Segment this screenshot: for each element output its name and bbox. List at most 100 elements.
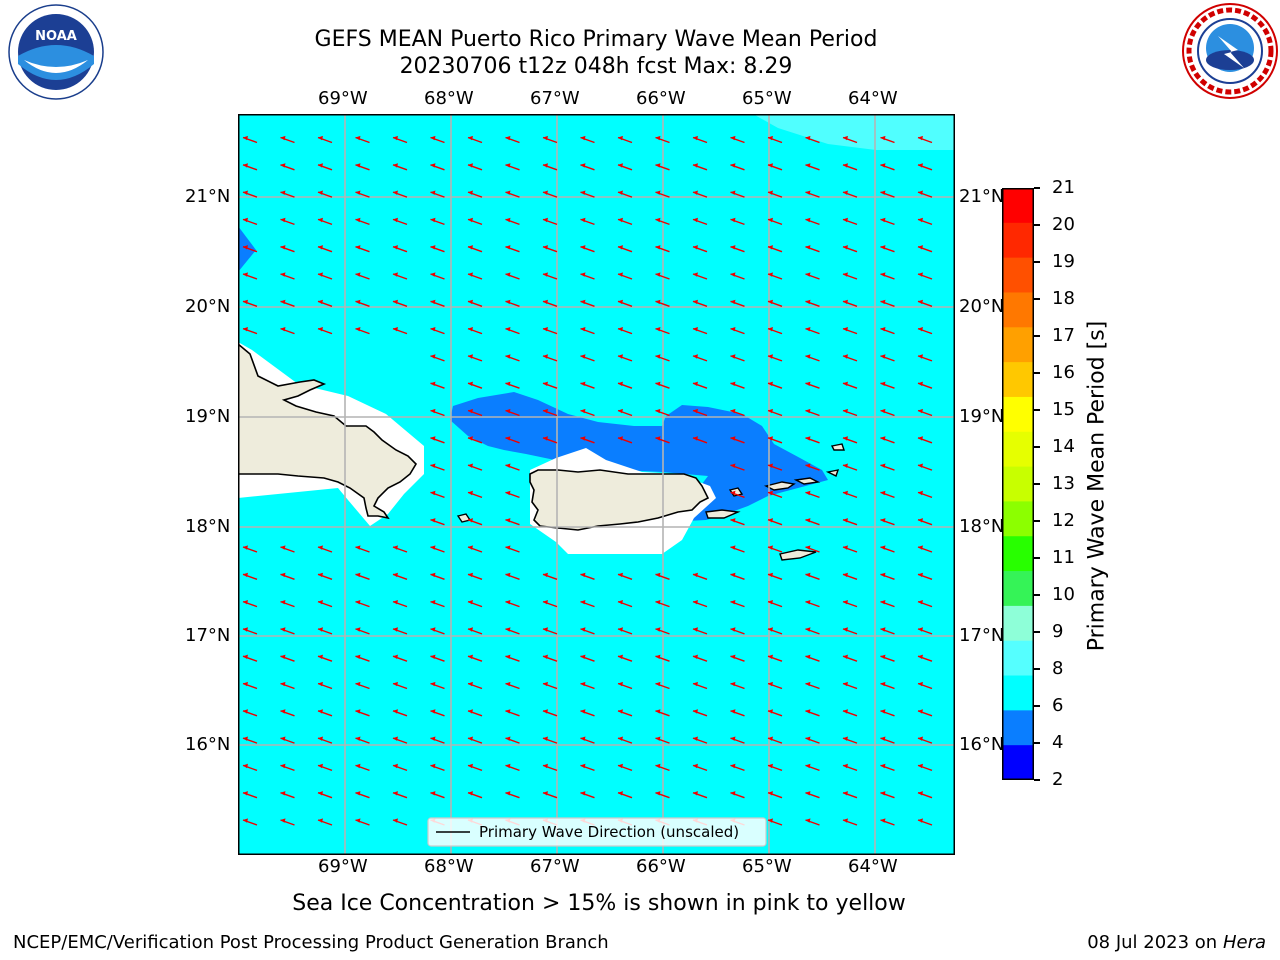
- wave-direction-arrow: [580, 627, 595, 635]
- wave-direction-arrow: [655, 627, 670, 635]
- wave-direction-arrow: [917, 135, 933, 144]
- wave-direction-arrow: [842, 354, 858, 362]
- wave-direction-arrow: [467, 791, 483, 799]
- wave-direction-arrow: [580, 709, 595, 717]
- colorbar-segment: [1002, 536, 1034, 572]
- wave-direction-arrow: [880, 135, 895, 144]
- wave-direction-arrow: [392, 245, 408, 253]
- wave-direction-arrow: [617, 736, 633, 744]
- colorbar-tick-mark: [1034, 705, 1040, 707]
- wave-direction-arrow: [767, 245, 783, 253]
- wave-direction-arrow: [317, 545, 333, 553]
- footer-machine: Hera: [1222, 932, 1266, 953]
- wave-direction-arrow: [280, 217, 295, 226]
- wave-direction-arrow: [655, 354, 670, 362]
- wave-direction-arrow: [917, 736, 933, 744]
- wave-direction-arrow: [655, 572, 670, 580]
- wave-direction-arrow: [655, 327, 670, 335]
- lat-label-right: 18°N: [959, 516, 1005, 537]
- wave-direction-arrow: [505, 354, 520, 362]
- lat-label-left: 21°N: [185, 186, 231, 207]
- wave-direction-arrow: [467, 518, 483, 526]
- wave-direction-arrow: [805, 627, 820, 635]
- wave-direction-arrow: [242, 791, 258, 799]
- wave-period-map: Primary Wave Direction (unscaled): [237, 114, 955, 855]
- wave-direction-arrow: [280, 791, 295, 799]
- wave-direction-arrow: [242, 272, 258, 280]
- colorbar-tick-label: 14: [1052, 436, 1075, 457]
- colorbar-segment: [1002, 501, 1034, 537]
- wave-direction-arrow: [880, 327, 895, 335]
- wave-direction-arrow: [730, 436, 745, 444]
- wave-direction-arrow: [767, 135, 783, 144]
- wave-direction-arrow: [467, 245, 483, 253]
- wave-direction-arrow: [355, 627, 370, 635]
- colorbar-segment: [1002, 466, 1034, 502]
- wave-direction-arrow: [280, 818, 295, 826]
- wave-direction-arrow: [842, 572, 858, 580]
- wave-direction-arrow: [655, 654, 670, 662]
- colorbar-tick-mark: [1034, 631, 1040, 633]
- lat-label-right: 17°N: [959, 625, 1005, 646]
- wave-direction-arrow: [467, 135, 483, 144]
- wave-direction-arrow: [317, 135, 333, 144]
- colorbar-ticks: 21 20 19 18 17 16 15 14 13 12 11 10 9 8 6 4 2: [1034, 178, 1094, 790]
- wave-direction-arrow: [542, 299, 558, 307]
- wave-direction-arrow: [805, 135, 820, 144]
- graticule: [238, 114, 955, 855]
- land-st-thomas: [763, 481, 796, 491]
- wave-direction-arrow: [242, 709, 258, 717]
- colorbar-tick-mark: [1034, 224, 1040, 226]
- wave-direction-arrow: [505, 572, 520, 580]
- wave-direction-arrow: [655, 190, 670, 198]
- wave-direction-arrow: [242, 627, 258, 635]
- wave-direction-arrow: [317, 272, 333, 280]
- wave-direction-arrow: [542, 272, 558, 280]
- wave-direction-arrow: [355, 135, 370, 144]
- wave-direction-arrow: [805, 327, 820, 335]
- wave-direction-arrow: [917, 381, 933, 389]
- wave-direction-arrow: [580, 299, 595, 307]
- wave-direction-arrow: [317, 245, 333, 253]
- wave-direction-arrow: [392, 327, 408, 335]
- colorbar-tick-mark: [1034, 187, 1040, 189]
- wave-direction-arrow: [767, 299, 783, 307]
- wave-direction-arrow: [692, 163, 708, 171]
- wave-direction-arrow: [880, 627, 895, 635]
- wave-direction-arrow: [355, 572, 370, 580]
- wave-direction-arrow: [767, 736, 783, 744]
- wave-direction-arrow: [467, 654, 483, 662]
- wave-direction-arrow: [467, 709, 483, 717]
- wave-direction-arrow: [430, 490, 445, 499]
- lon-label-bottom: 66°W: [636, 856, 686, 877]
- wave-direction-arrow: [430, 163, 445, 171]
- colorbar-tick-mark: [1034, 372, 1040, 374]
- wave-direction-arrow: [542, 217, 558, 226]
- wave-direction-arrow: [880, 763, 895, 772]
- wave-direction-arrow: [242, 190, 258, 198]
- wave-direction-arrow: [692, 272, 708, 280]
- wave-direction-arrow: [505, 681, 520, 690]
- wave-direction-arrow: [505, 791, 520, 799]
- wave-direction-arrow: [542, 600, 558, 608]
- wave-direction-arrow: [242, 245, 258, 253]
- noaa-logo-text: NOAA: [35, 29, 77, 44]
- wave-direction-arrow: [617, 600, 633, 608]
- wave-direction-arrow: [542, 245, 558, 253]
- wave-direction-arrow: [467, 545, 483, 553]
- wave-direction-arrow: [355, 217, 370, 226]
- wave-direction-arrow: [542, 381, 558, 389]
- sea-ice-caption: Sea Ice Concentration > 15% is shown in …: [0, 891, 1280, 916]
- wave-direction-arrow: [805, 791, 820, 799]
- wave-direction-arrow: [580, 354, 595, 362]
- colorbar-segment: [1002, 222, 1034, 259]
- wave-direction-arrow: [655, 436, 670, 444]
- wave-direction-arrow: [730, 408, 745, 417]
- wave-direction-arrow: [280, 190, 295, 198]
- wave-direction-arrow: [505, 436, 520, 444]
- wave-direction-arrow: [880, 245, 895, 253]
- lon-label-bottom: 65°W: [742, 856, 792, 877]
- colorbar-tick-label: 18: [1052, 288, 1075, 309]
- nws-logo: [1180, 2, 1280, 100]
- wave-direction-arrow: [842, 627, 858, 635]
